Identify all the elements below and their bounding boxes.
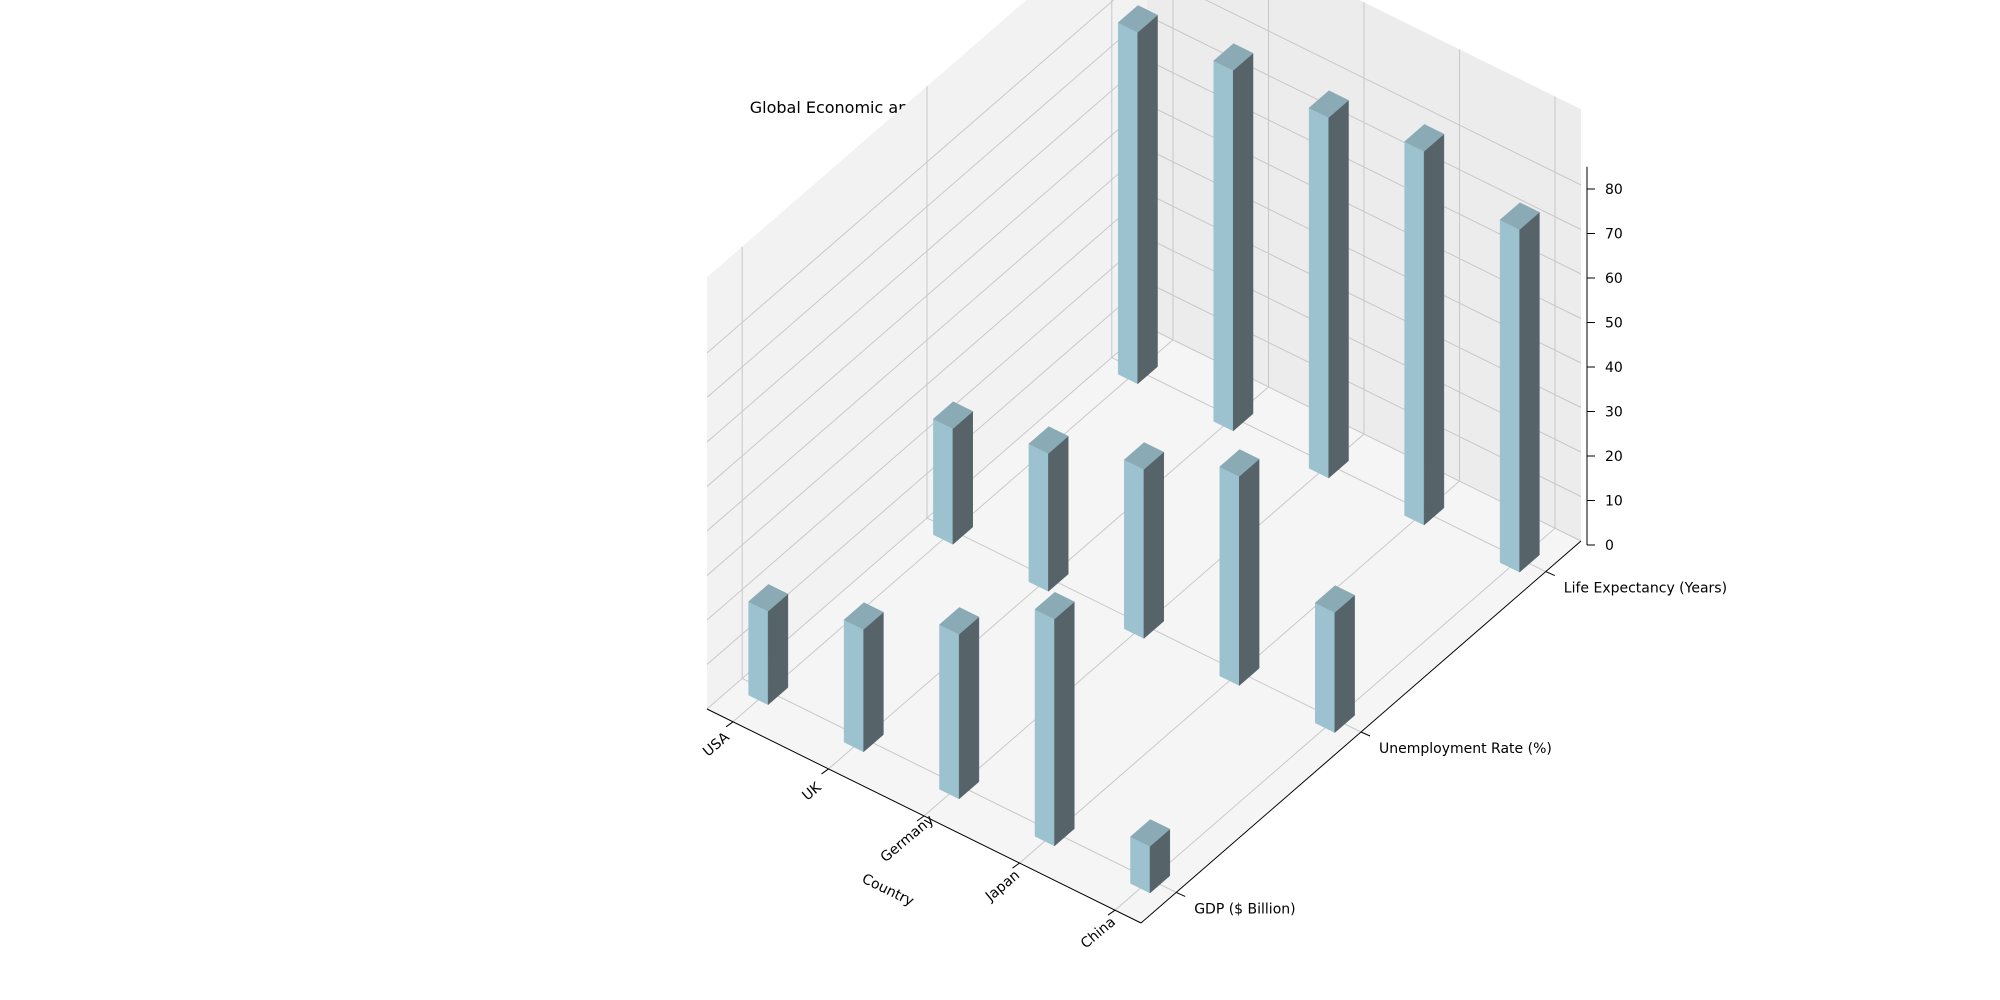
bar-top bbox=[1034, 591, 1075, 620]
bar bbox=[1130, 819, 1171, 894]
bar-side bbox=[1048, 435, 1069, 592]
x-tick-label: UK bbox=[799, 779, 825, 804]
bar-front bbox=[1034, 608, 1055, 847]
bar-front bbox=[748, 601, 769, 706]
x-tick-label: Japan bbox=[982, 867, 1023, 905]
y-gridline bbox=[1111, 0, 1547, 573]
bar-top bbox=[1130, 819, 1171, 847]
bar-front bbox=[1117, 22, 1138, 385]
bar bbox=[1308, 90, 1349, 479]
bar-front bbox=[1404, 141, 1425, 526]
bar-side bbox=[1519, 211, 1540, 573]
bar-front bbox=[1308, 107, 1329, 479]
x-gridline bbox=[1019, 49, 1460, 864]
x-tick-label: Germany bbox=[878, 812, 938, 866]
bar-top bbox=[932, 401, 974, 429]
y-tick bbox=[1360, 731, 1371, 737]
x-tick bbox=[821, 768, 829, 775]
bar-top bbox=[1404, 124, 1445, 152]
z-tick-label: 40 bbox=[1605, 360, 1623, 376]
bar-front bbox=[843, 619, 864, 753]
z-tick-label: 60 bbox=[1605, 271, 1623, 287]
bar-front bbox=[1219, 466, 1240, 686]
z-tick-label: 30 bbox=[1605, 405, 1623, 421]
bar bbox=[1314, 585, 1356, 734]
bar bbox=[843, 602, 884, 753]
bar-side bbox=[767, 593, 789, 706]
y-tick-label: Life Expectancy (Years) bbox=[1564, 581, 1727, 597]
bar-side bbox=[1143, 451, 1164, 639]
bar-side bbox=[1423, 133, 1445, 526]
bar bbox=[1499, 202, 1540, 573]
bar bbox=[1404, 124, 1445, 526]
z-tick-label: 70 bbox=[1605, 227, 1623, 243]
bar-side bbox=[1232, 52, 1254, 432]
z-tick-label: 0 bbox=[1605, 538, 1614, 554]
bar bbox=[1123, 442, 1165, 639]
x-tick bbox=[725, 721, 734, 728]
bar bbox=[1034, 591, 1075, 847]
x-tick bbox=[1012, 862, 1020, 869]
bar-side bbox=[1054, 601, 1075, 847]
bar-top bbox=[843, 602, 884, 630]
x-gridline bbox=[1114, 96, 1556, 911]
bar-top bbox=[1499, 202, 1540, 230]
bar-side bbox=[1137, 14, 1158, 385]
x-axis-title: Country bbox=[859, 871, 916, 910]
bars bbox=[748, 5, 1540, 894]
bar-side bbox=[1328, 99, 1349, 479]
bar-front bbox=[1499, 219, 1520, 573]
y-tick-label: GDP ($ Billion) bbox=[1194, 901, 1295, 917]
x-tick bbox=[1107, 909, 1116, 916]
bar-front bbox=[933, 418, 954, 545]
bar-top bbox=[748, 584, 789, 612]
bar-top bbox=[939, 607, 980, 635]
bar-side bbox=[1239, 458, 1260, 687]
bar-top bbox=[1219, 449, 1260, 477]
bar bbox=[932, 401, 974, 545]
bar bbox=[748, 584, 789, 706]
x-tick bbox=[916, 815, 925, 822]
y-tick bbox=[1175, 891, 1186, 897]
z-tick-label: 50 bbox=[1605, 316, 1623, 332]
z-tick-label: 80 bbox=[1605, 182, 1623, 198]
z-gridline bbox=[706, 0, 1582, 354]
bar bbox=[1028, 426, 1069, 592]
y-gridline bbox=[741, 246, 1177, 893]
bar-front bbox=[1213, 60, 1234, 432]
bar-side bbox=[958, 616, 980, 800]
bar-front bbox=[939, 624, 960, 800]
y-tick bbox=[1545, 571, 1556, 577]
bar-front bbox=[1124, 459, 1145, 639]
bar-side bbox=[1334, 594, 1355, 734]
bar-front bbox=[1130, 836, 1151, 894]
z-tick-label: 20 bbox=[1605, 449, 1623, 465]
bar bbox=[939, 607, 980, 800]
y-gridline bbox=[926, 86, 1362, 733]
x-tick-label: China bbox=[1078, 914, 1119, 952]
bar-front bbox=[1028, 443, 1049, 592]
z-tick-label: 10 bbox=[1605, 494, 1623, 510]
bar-side bbox=[952, 410, 973, 545]
bar-top bbox=[1028, 426, 1069, 454]
y-tick-label: Unemployment Rate (%) bbox=[1379, 741, 1552, 757]
bar-top bbox=[1117, 5, 1158, 33]
x-gridline bbox=[732, 0, 1174, 723]
bar bbox=[1117, 5, 1158, 385]
bar bbox=[1213, 43, 1254, 432]
bar-side bbox=[863, 611, 884, 753]
bar-top bbox=[1308, 90, 1349, 118]
bar-top bbox=[1314, 585, 1356, 613]
bar bbox=[1219, 449, 1260, 687]
bar-front bbox=[1315, 602, 1336, 734]
bar-top bbox=[1123, 442, 1165, 470]
x-tick-label: USA bbox=[700, 729, 733, 760]
bar-top bbox=[1213, 43, 1254, 71]
